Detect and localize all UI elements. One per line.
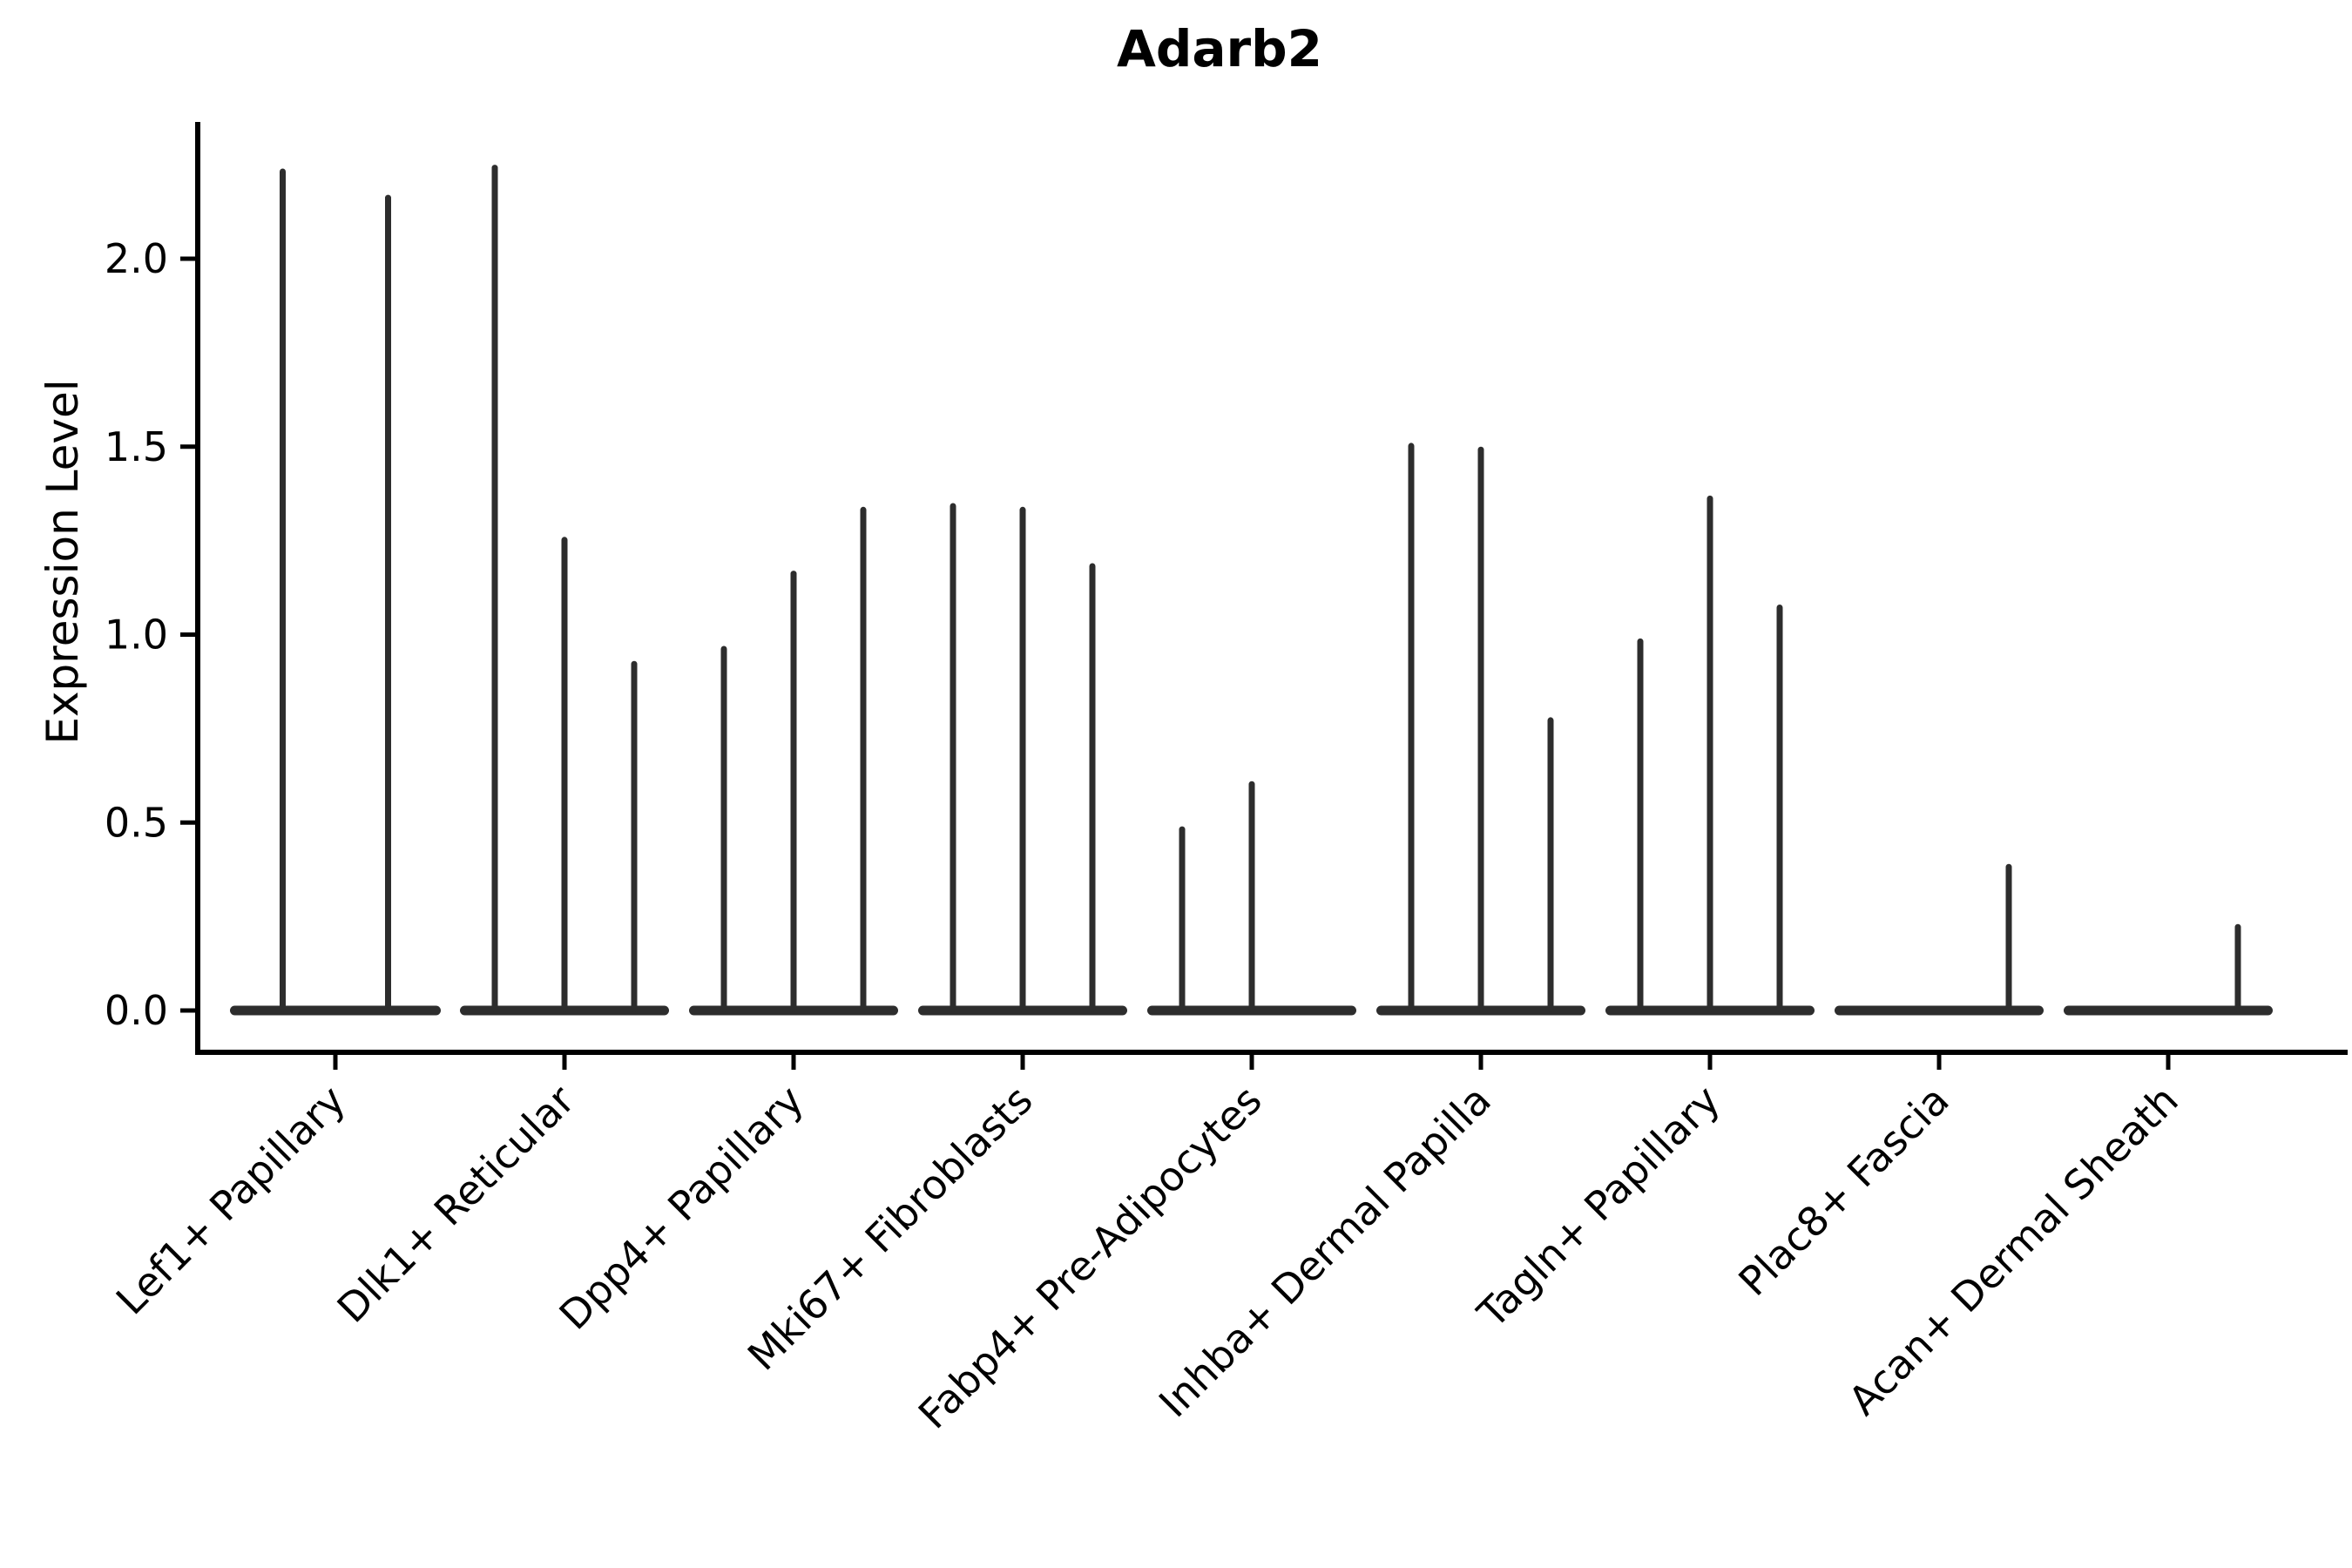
y-tick-label: 0.0 (105, 987, 168, 1034)
x-tick (1020, 1055, 1025, 1070)
x-tick (333, 1055, 338, 1070)
y-tick-label: 1.5 (105, 423, 168, 470)
y-tick (180, 820, 195, 825)
x-tick-label: Lef1+ Papillary (107, 1077, 355, 1324)
x-tick-label: Tagln+ Papillary (1468, 1077, 1729, 1338)
x-tick (1478, 1055, 1484, 1070)
y-tick-label: 1.0 (105, 612, 168, 659)
y-tick (180, 256, 195, 261)
y-tick-label: 0.5 (105, 799, 168, 846)
y-tick-label: 2.0 (105, 235, 168, 282)
x-tick (2166, 1055, 2171, 1070)
x-tick-label: Dlk1+ Reticular (328, 1077, 584, 1332)
chart-title: Adarb2 (1116, 19, 1323, 78)
x-tick (1249, 1055, 1254, 1070)
violin-base (1835, 1005, 2044, 1016)
y-tick (180, 632, 195, 637)
violin-base (230, 1005, 441, 1016)
x-tick-label: Plac8+ Fascia (1729, 1077, 1957, 1305)
x-tick-label: Dpp4+ Papillary (551, 1077, 813, 1339)
y-tick (180, 444, 195, 449)
x-tick (1707, 1055, 1713, 1070)
violin-base (2064, 1005, 2273, 1016)
y-tick (180, 1008, 195, 1013)
x-axis-spine (195, 1050, 2348, 1055)
y-axis-spine (195, 122, 200, 1055)
x-tick (562, 1055, 567, 1070)
x-tick (1936, 1055, 1942, 1070)
x-tick (791, 1055, 796, 1070)
